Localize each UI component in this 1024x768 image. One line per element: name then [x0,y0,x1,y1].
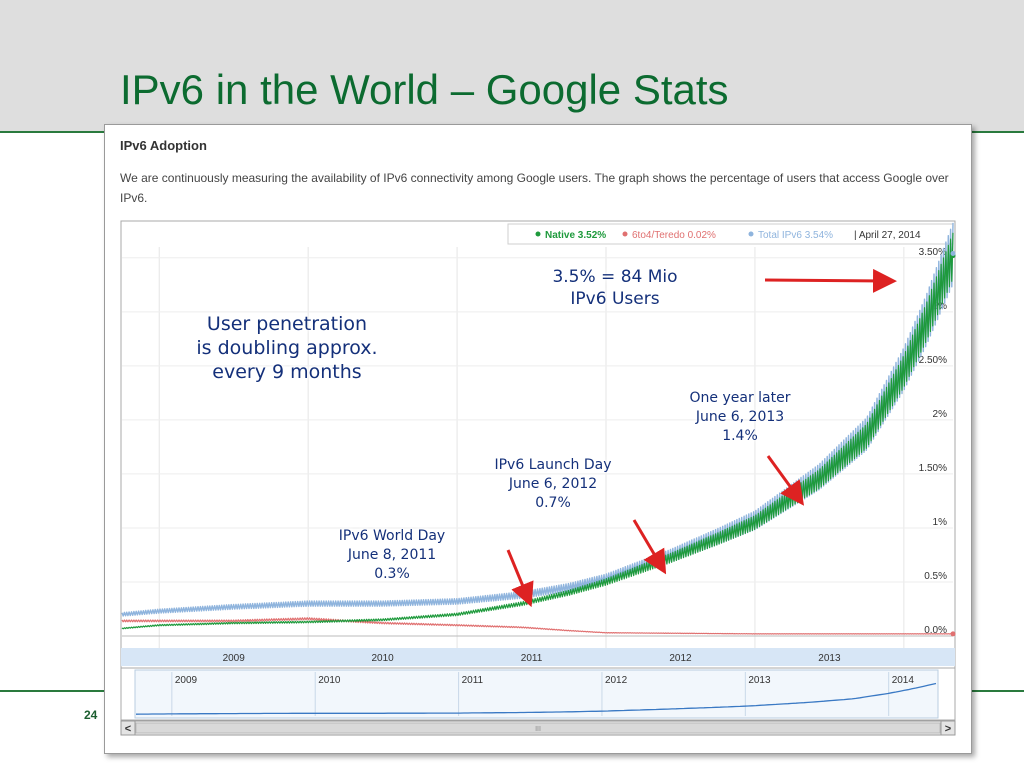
panel-description: We are continuously measuring the availa… [120,171,949,205]
annotation-one-year-line-2: June 6, 2013 [695,409,785,425]
legend-native: Native 3.52% [545,230,606,241]
annotation-doubling-line-3: every 9 months [212,361,362,383]
navigator-year-label: 2013 [748,675,771,686]
page-number: 24 [84,708,98,722]
navigator-series [135,682,937,715]
annotation-users-line-1: 3.5% = 84 Mio [552,267,678,287]
y-tick-label: 1% [933,517,948,528]
x-tick-label: 2012 [669,653,692,664]
y-tick-label: 0.5% [924,571,947,582]
series-layer [121,222,956,637]
annotation-world-day-line-2: June 8, 2011 [347,547,437,563]
x-axis-band [121,648,955,666]
y-tick-label: 2% [933,409,948,420]
legend-total-dot [748,231,754,237]
panel-title: IPv6 Adoption [120,138,207,153]
navigator-range[interactable] [134,669,939,719]
grid-layer [122,247,953,666]
annotation-launch-day-line-1: IPv6 Launch Day [494,457,612,473]
legend-native-dot [535,231,541,237]
annotation-world-day-line-3: 0.3% [374,566,410,582]
arrow-world-day [506,549,534,608]
legend-total: Total IPv6 3.54% [758,230,833,241]
arrow-launch-day [632,519,667,575]
scroll-thumb-grip: III [535,726,541,733]
scroll-left-button[interactable] [120,720,136,736]
series-6to4-teredo [121,617,954,635]
navigator-year-label: 2011 [462,675,484,686]
x-tick-labels: 2009 2010 2011 2012 2013 [223,653,841,664]
y-tick-label: 2.50% [919,355,947,366]
x-tick-label: 2010 [371,653,394,664]
navigator-layer: 2009 2010 2011 2012 2013 2014 [135,672,937,716]
series-native [121,232,954,630]
navigator-year-label: 2014 [892,675,915,686]
arrow-one-year [766,455,805,506]
scroll-thumb[interactable] [135,722,941,734]
scroll-right-button[interactable] [940,720,956,736]
x-tick-label: 2009 [223,653,246,664]
annotation-world-day: IPv6 World Day June 8, 2011 0.3% [322,527,462,584]
navigator-year-label: 2009 [175,675,198,686]
annotation-doubling-line-1: User penetration [206,313,368,335]
arrow-users [764,268,897,293]
navigator-year-label: 2010 [318,675,341,686]
y-tick-label: 0.0% [924,625,947,636]
slide-header [0,0,1024,132]
annotation-launch-day-line-2: June 6, 2012 [508,476,598,492]
annotation-users: 3.5% = 84 Mio IPv6 Users [530,266,700,310]
annotation-launch-day-line-3: 0.7% [535,495,571,511]
slide-title: IPv6 in the World – Google Stats [120,66,729,113]
legend-teredo: 6to4/Teredo 0.02% [632,230,716,241]
x-tick-label: 2011 [521,653,543,664]
x-tick-label: 2013 [818,653,841,664]
annotation-doubling: User penetration is doubling approx. eve… [182,312,392,384]
scroll-right-icon: > [945,723,951,735]
scroll-left-icon: < [125,723,131,735]
annotation-one-year: One year later June 6, 2013 1.4% [670,389,810,446]
annotation-doubling-line-2: is doubling approx. [196,337,378,359]
navigator-year-label: 2012 [605,675,628,686]
annotation-launch-day: IPv6 Launch Day June 6, 2012 0.7% [478,456,628,513]
series-end-point [950,250,956,256]
legend-date: | April 27, 2014 [854,230,921,241]
y-tick-label: 1.50% [919,463,947,474]
y-tick-label: 3.50% [919,247,947,258]
annotation-users-line-2: IPv6 Users [570,289,660,309]
series-end-point [950,631,956,637]
legend-teredo-dot [622,231,628,237]
annotation-world-day-line-1: IPv6 World Day [338,528,446,544]
annotation-one-year-line-3: 1.4% [722,428,758,444]
annotation-one-year-line-1: One year later [689,390,791,406]
